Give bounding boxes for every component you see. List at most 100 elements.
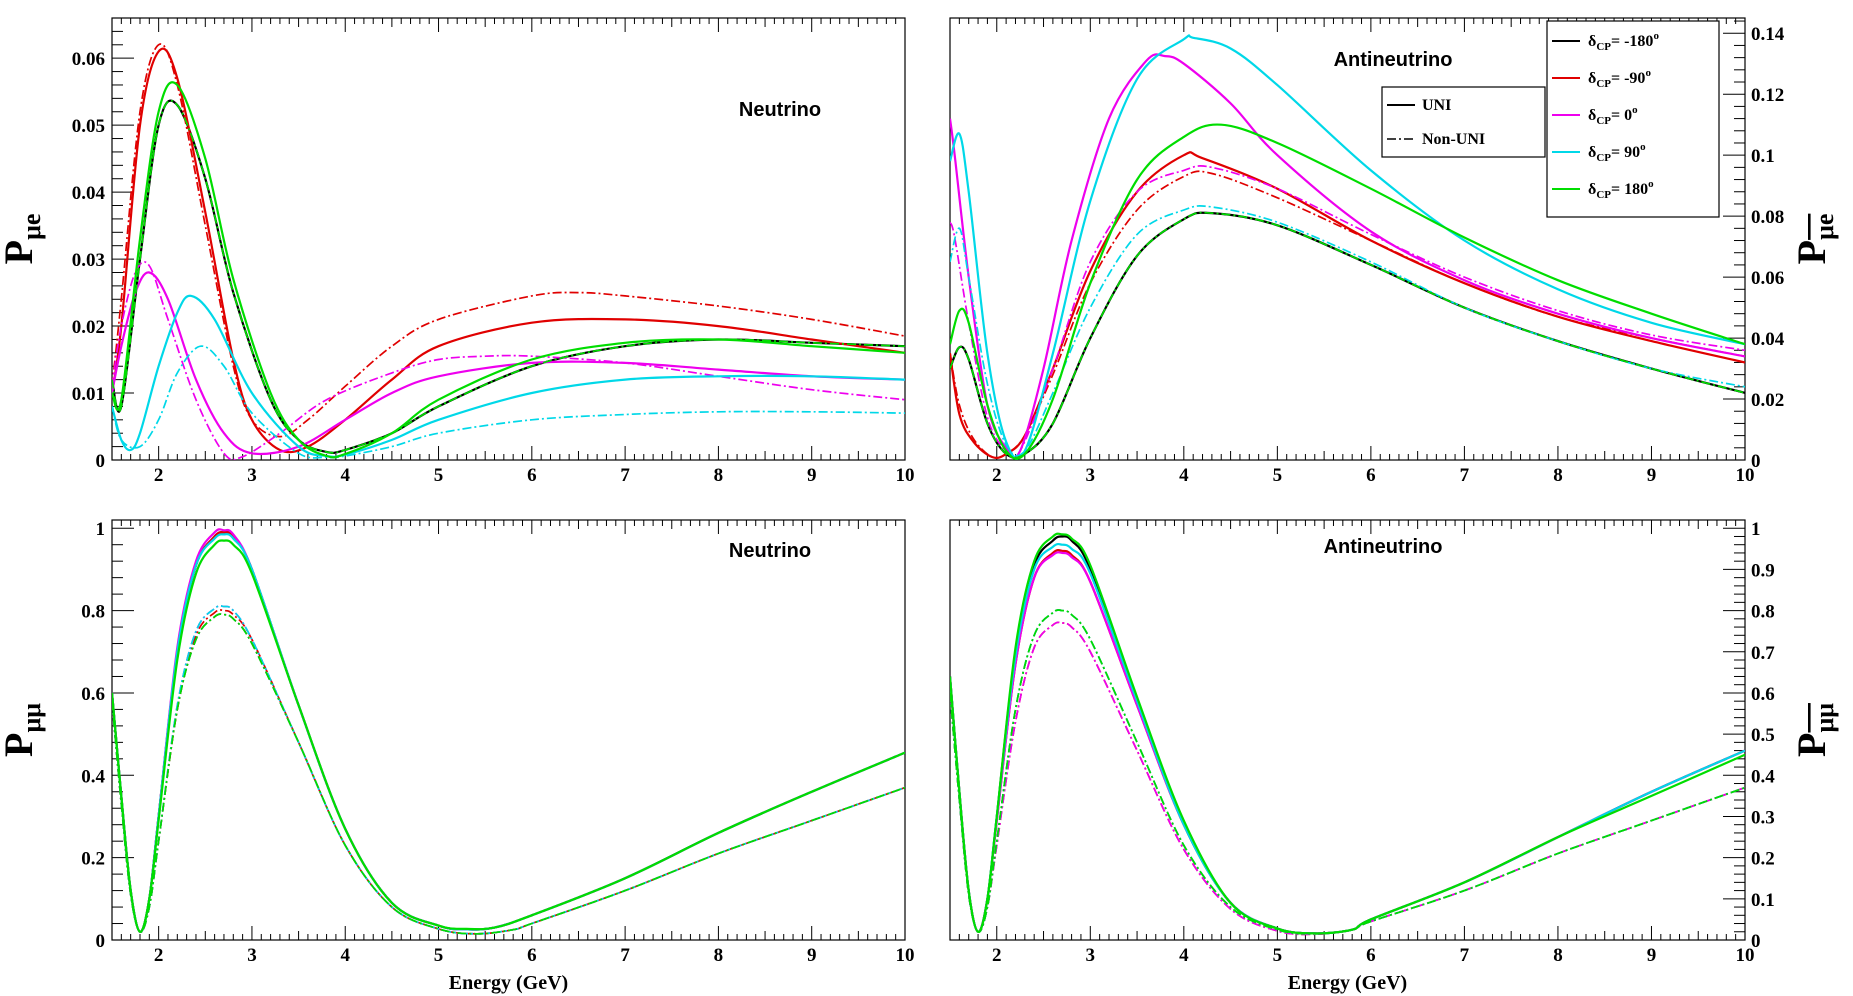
legend-dcp-symbol: δ [1588, 107, 1596, 124]
series-line-10 [950, 211, 1745, 459]
y-axis-label-subscript: μμ [1810, 703, 1839, 733]
series-line-10 [950, 609, 1745, 935]
y-tick-label: 0.04 [1751, 329, 1785, 350]
x-tick-label: 6 [527, 945, 537, 966]
y-tick-label: 0.2 [1751, 849, 1775, 870]
panel-annotation: Neutrino [739, 99, 821, 121]
series-line-6 [112, 260, 905, 460]
x-tick-label: 10 [1736, 465, 1755, 486]
series-group [950, 532, 1745, 936]
series-line-2 [112, 613, 905, 935]
legend-dcp-subscript: CP [1596, 78, 1611, 90]
series-line-1 [950, 535, 1745, 935]
legend-line-style-box [1381, 86, 1546, 158]
legend-dcp-degree: o [1632, 104, 1638, 116]
y-tick-label: 0.8 [1751, 602, 1775, 623]
series-line-1 [112, 99, 905, 454]
y-tick-label: 0 [96, 451, 106, 472]
x-tick-label: 8 [714, 945, 724, 966]
x-tick-label: 4 [1179, 945, 1189, 966]
plot-frame [111, 519, 906, 941]
x-tick-label: 3 [247, 945, 257, 966]
y-tick-label: 0.5 [1751, 725, 1775, 746]
series-line-7 [950, 542, 1745, 935]
y-tick-label: 0.4 [81, 766, 105, 787]
series-line-5 [112, 528, 905, 933]
x-tick-label: 2 [992, 945, 1002, 966]
y-axis-label-subscript: μe [1810, 214, 1839, 240]
legend-dcp-label-3: δCP= 0o [1588, 104, 1638, 127]
y-axis-label: Pμe [1789, 214, 1839, 265]
series-group [950, 34, 1745, 460]
x-tick-label: 3 [1086, 465, 1096, 486]
y-tick-label: 0.05 [72, 116, 105, 137]
y-tick-label: 0.14 [1751, 24, 1785, 45]
y-axis-label-base: P [1789, 733, 1834, 757]
series-line-10 [112, 99, 905, 454]
series-line-10 [112, 613, 905, 935]
legend-dcp-subscript: CP [1596, 41, 1611, 53]
series-line-3 [112, 530, 905, 933]
y-tick-label: 0.08 [1751, 207, 1784, 228]
series-line-8 [112, 604, 905, 935]
x-tick-label: 6 [527, 465, 537, 486]
x-tick-label: 9 [1647, 465, 1657, 486]
series-line-4 [112, 43, 905, 438]
y-tick-label: 0.04 [72, 183, 106, 204]
x-tick-label: 4 [340, 465, 350, 486]
legend-dcp-degree: o [1645, 67, 1651, 79]
x-tick-label: 9 [807, 465, 817, 486]
series-line-9 [112, 539, 905, 933]
panel-annotation: Antineutrino [1324, 536, 1443, 558]
plot-frame [949, 519, 1746, 941]
x-tick-label: 2 [992, 465, 1002, 486]
x-tick-label: 5 [1273, 945, 1283, 966]
y-tick-label: 0.2 [81, 849, 105, 870]
legend-dcp-symbol: δ [1588, 144, 1596, 161]
legend-dcp-subscript: CP [1596, 189, 1611, 201]
legend-dcp-label-4: δCP= 90o [1588, 141, 1646, 164]
chart-panel-2: 2 3 4 5 6 7 8 9 100 0.02 0.04 0.06 0.08 0.1 0.12 0.14 Pμ… [949, 17, 1839, 486]
x-tick-label: 5 [1273, 465, 1283, 486]
y-tick-label: 0 [1751, 931, 1761, 952]
y-axis-label: Pμμ [1789, 703, 1839, 757]
x-tick-label: 8 [1553, 945, 1563, 966]
x-axis-label: Energy (GeV) [1288, 972, 1407, 994]
x-tick-label: 5 [434, 945, 444, 966]
legend-uni-label: UNI [1422, 97, 1451, 114]
y-tick-label: 0.9 [1751, 560, 1775, 581]
series-line-4 [950, 170, 1745, 459]
x-tick-label: 7 [620, 945, 630, 966]
legend-dcp-label-5: δCP= 180o [1588, 178, 1654, 201]
series-line-4 [950, 621, 1745, 936]
x-tick-label: 3 [1086, 945, 1096, 966]
y-tick-label: 1 [96, 519, 106, 540]
panel-annotation: Neutrino [729, 540, 811, 562]
legend-dcp-value: = -90 [1611, 70, 1645, 87]
y-axis-label-base: P [0, 733, 41, 757]
series-group [112, 528, 905, 935]
y-tick-label: 0.12 [1751, 85, 1784, 106]
x-tick-label: 9 [1647, 945, 1657, 966]
series-line-6 [112, 604, 905, 935]
series-line-2 [950, 609, 1745, 935]
y-tick-label: 0.02 [1751, 390, 1784, 411]
series-line-9 [950, 532, 1745, 935]
series-line-8 [950, 609, 1745, 935]
panel-annotation: Antineutrino [1334, 49, 1453, 71]
legend-dcp-symbol: δ [1588, 33, 1596, 50]
legend-dcp-symbol: δ [1588, 181, 1596, 198]
x-tick-label: 6 [1366, 945, 1376, 966]
series-line-3 [112, 47, 905, 454]
y-tick-label: 0.06 [1751, 268, 1784, 289]
y-tick-label: 0 [1751, 451, 1761, 472]
series-line-3 [950, 549, 1745, 935]
y-axis-label: Pμe [0, 214, 46, 265]
series-line-2 [112, 99, 905, 454]
legend-dcp-subscript: CP [1596, 152, 1611, 164]
series-line-7 [950, 34, 1745, 460]
x-axis-label: Energy (GeV) [449, 972, 568, 994]
y-tick-label: 0.3 [1751, 807, 1775, 828]
legend-dcp-box [1546, 20, 1720, 218]
